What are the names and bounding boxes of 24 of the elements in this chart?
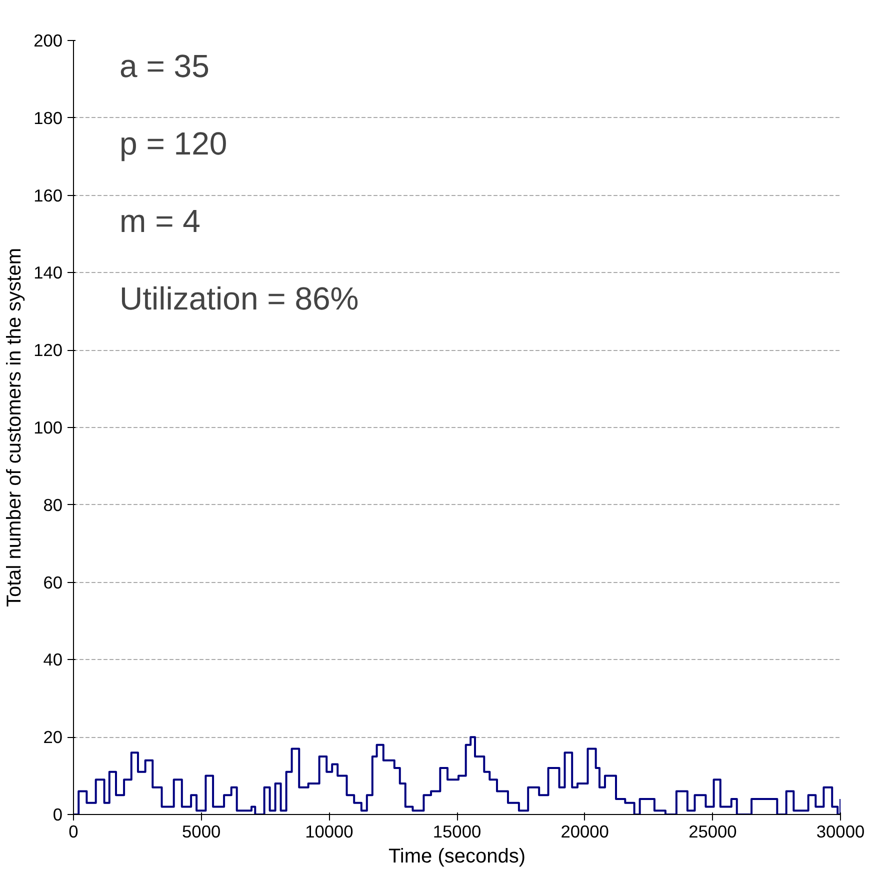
x-axis-title: Time (seconds): [388, 846, 526, 868]
y-tick-label: 140: [34, 262, 63, 283]
annotation: a = 35: [120, 48, 210, 84]
y-tick-label: 100: [34, 418, 63, 438]
y-tick-label: 180: [34, 108, 63, 128]
x-tick-label: 15000: [432, 822, 482, 842]
x-tick-label: 30000: [816, 822, 865, 842]
x-tick-label: 20000: [560, 822, 609, 842]
x-tick-label: 25000: [688, 822, 737, 842]
annotation: m = 4: [120, 203, 200, 240]
annotation: p = 120: [120, 126, 228, 162]
annotation: Utilization = 86%: [120, 280, 359, 316]
y-tick-label: 0: [52, 804, 63, 824]
x-tick-label: 0: [68, 822, 78, 842]
y-tick-label: 60: [43, 572, 63, 592]
y-tick-label: 200: [34, 30, 63, 50]
x-tick-label: 10000: [305, 822, 354, 842]
x-tick-label: 5000: [182, 822, 221, 842]
y-tick-label: 80: [43, 494, 63, 515]
y-tick-label: 40: [43, 650, 63, 670]
y-tick-label: 160: [34, 185, 63, 206]
y-axis-title: Total number of customers in the system: [4, 248, 26, 608]
y-tick-label: 120: [34, 340, 63, 360]
y-tick-label: 20: [43, 727, 63, 748]
